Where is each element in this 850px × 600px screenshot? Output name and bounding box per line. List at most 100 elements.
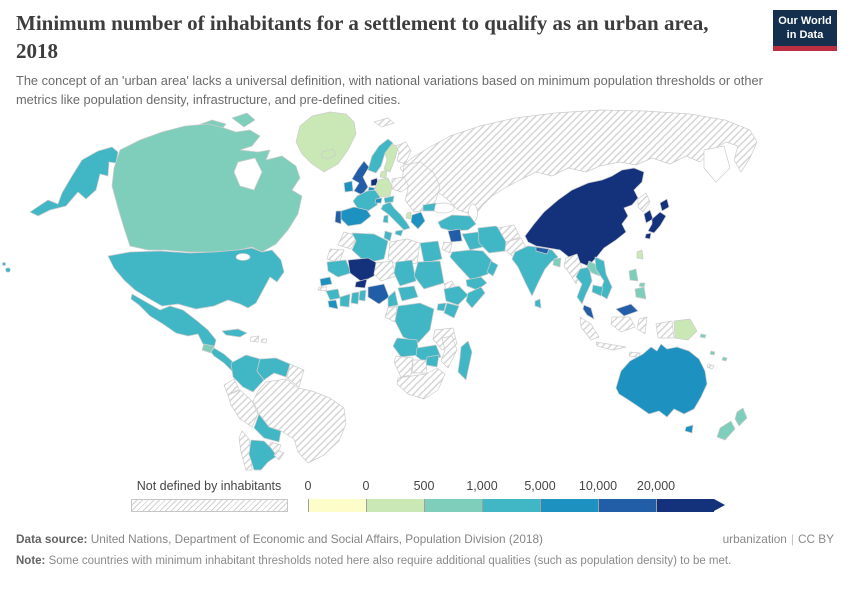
map-region-botswana[interactable] [411,359,428,374]
legend-bin-6[interactable] [656,499,714,512]
map-region-taiwan[interactable] [636,249,644,260]
map-region-hispaniola[interactable] [249,335,260,343]
map-region-sudan[interactable] [413,260,445,290]
map-region-malaysia[interactable] [582,303,639,320]
map-region-svalbard[interactable] [373,117,395,128]
legend-bin-1[interactable] [366,499,424,512]
map-region-sweden[interactable] [383,143,399,173]
map-region-austria[interactable] [383,195,395,204]
map-region-bulgaria[interactable] [422,202,437,212]
map-region-angola[interactable] [392,337,420,358]
map-region-namibia[interactable] [393,355,414,378]
map-region-australia[interactable] [615,343,708,434]
legend-bin-0[interactable] [308,499,366,512]
map-region-norway[interactable] [367,138,394,174]
map-region-ghana[interactable] [350,291,360,305]
map-region-kenya[interactable] [443,302,460,319]
map-region-india[interactable] [511,245,559,297]
legend-bin-2[interactable] [424,499,482,512]
map-region-argentina[interactable] [248,439,278,471]
map-region-afghanistan[interactable] [497,224,521,243]
map-region-mauritania[interactable] [326,259,352,278]
map-region-thailand[interactable] [575,266,593,305]
map-region-greenland[interactable] [295,111,357,173]
map-region-poland[interactable] [391,176,410,193]
map-region-mozambique[interactable] [440,335,458,369]
map-region-nepal[interactable] [535,246,550,255]
map-region-greece[interactable] [410,211,426,230]
legend-bin-5[interactable] [598,499,656,512]
map-region-sri-lanka[interactable] [534,298,542,309]
map-region-libya[interactable] [387,238,421,267]
map-region-liberia[interactable] [327,299,339,310]
map-region-new-caledonia[interactable] [706,363,715,370]
map-region-guyanas[interactable] [286,363,305,388]
map-region-benin-togo[interactable] [358,289,367,302]
map-region-dr-congo[interactable] [394,302,435,344]
map-region-new-zealand[interactable] [716,407,748,441]
map-region-somalia[interactable] [465,286,486,309]
map-region-zimbabwe[interactable] [425,354,440,368]
map-region-alaska[interactable] [29,146,119,217]
map-region-bangladesh[interactable] [552,257,562,268]
map-region-egypt[interactable] [419,240,443,264]
map-region-hawaii[interactable] [2,262,11,273]
map-region-chile[interactable] [238,430,253,471]
map-region-uruguay[interactable] [273,449,285,461]
map-region-canada[interactable] [111,123,303,253]
map-region-france[interactable] [352,189,381,212]
map-region-ethiopia[interactable] [443,285,469,306]
map-region-denmark[interactable] [379,169,388,179]
map-region-south-africa[interactable] [396,367,446,400]
map-region-portugal[interactable] [334,210,342,225]
map-region-china[interactable] [524,167,645,267]
map-region-tunisia[interactable] [383,230,393,242]
map-region-iceland[interactable] [320,148,337,160]
tab-link-urbanization[interactable]: urbanization [722,532,787,546]
map-region-jordan-israel[interactable] [441,241,453,254]
map-region-cambodia[interactable] [591,284,604,297]
legend-not-defined-swatch[interactable] [131,499,288,512]
map-region-chad[interactable] [393,259,417,287]
map-region-ecuador[interactable] [223,378,240,396]
map-region-oman[interactable] [486,260,499,277]
map-region-turkey[interactable] [437,214,477,232]
map-region-saudi-arabia[interactable] [449,249,493,281]
map-region-spain[interactable] [340,206,372,227]
map-region-puerto-rico[interactable] [260,338,268,344]
map-region-brazil[interactable] [252,378,347,464]
map-region-cameroon[interactable] [387,290,399,308]
license-link-ccby[interactable]: CC BY [797,532,834,546]
map-region-guinea[interactable] [325,288,341,301]
map-region-indonesia[interactable] [579,316,675,358]
map-region-venezuela[interactable] [256,357,291,381]
map-region-switzerland[interactable] [374,197,383,204]
map-region-central-african-republic[interactable] [397,285,419,302]
map-region-vietnam[interactable] [594,256,613,300]
map-region-north-korea[interactable] [637,192,651,213]
map-region-united-kingdom[interactable] [351,160,370,196]
map-region-niger[interactable] [373,260,397,282]
map-region-italy[interactable] [380,201,411,237]
map-region-gambia[interactable] [317,286,328,292]
map-region-guatemala[interactable] [201,343,215,354]
map-region-mali[interactable] [347,257,378,283]
map-region-finland[interactable] [395,141,412,165]
map-region-fiji[interactable] [721,356,728,362]
legend-bin-4[interactable] [540,499,598,512]
map-region-albania[interactable] [405,211,412,220]
map-region-papua-new-guinea[interactable] [673,318,698,341]
map-region-algeria[interactable] [351,232,389,264]
map-region-bolivia[interactable] [253,413,282,443]
map-region-yemen[interactable] [465,276,488,291]
map-region-burkina-faso[interactable] [354,278,368,289]
map-region-germany[interactable] [374,177,393,198]
map-region-japan[interactable] [644,198,670,240]
map-region-vanuatu[interactable] [709,350,716,356]
map-region-philippines[interactable] [628,268,647,300]
map-region-ivory-coast[interactable] [339,293,351,308]
map-region-madagascar[interactable] [457,340,473,381]
map-region-united-states[interactable] [107,247,285,310]
map-region-nigeria[interactable] [367,283,390,305]
legend-bin-3[interactable] [482,499,540,512]
